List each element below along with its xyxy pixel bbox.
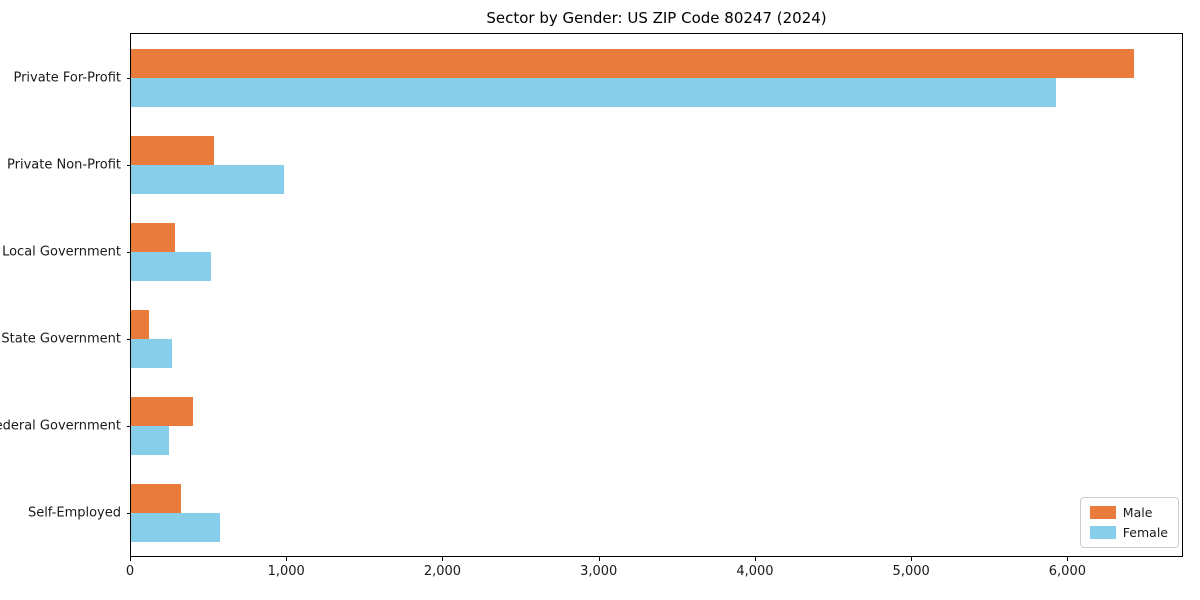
x-tick-label: 5,000 bbox=[892, 564, 930, 579]
x-tick-label: 3,000 bbox=[580, 564, 618, 579]
legend-entry: Female bbox=[1089, 525, 1168, 540]
x-tick-label: 1,000 bbox=[267, 564, 305, 579]
y-tick bbox=[127, 251, 131, 253]
bar-female bbox=[131, 425, 170, 455]
x-tick bbox=[754, 557, 756, 561]
bar-group: State Government bbox=[1, 295, 1182, 382]
bar-female bbox=[131, 251, 212, 281]
category-label: Self-Employed bbox=[27, 505, 121, 520]
x-tick bbox=[286, 557, 288, 561]
bar-group: Private For-Profit bbox=[13, 34, 1182, 121]
bar-female bbox=[131, 164, 284, 194]
legend-swatch-male bbox=[1089, 506, 1116, 519]
category-label: Private Non-Profit bbox=[7, 157, 121, 172]
bars bbox=[131, 483, 1182, 542]
x-tick-label: 0 bbox=[125, 564, 135, 579]
legend-label: Female bbox=[1122, 525, 1168, 540]
x-tick bbox=[598, 557, 600, 561]
bar-male bbox=[131, 48, 1134, 78]
bar-male bbox=[131, 483, 181, 513]
legend-entry: Male bbox=[1089, 505, 1168, 520]
x-tick bbox=[1067, 557, 1069, 561]
y-tick bbox=[127, 512, 131, 514]
bar-groups: Private For-Profit Private Non-Profit Loca… bbox=[0, 34, 1182, 556]
x-tick-label: 2,000 bbox=[423, 564, 462, 579]
bar-group: Federal Government bbox=[0, 382, 1182, 469]
bar-male bbox=[131, 396, 193, 426]
chart-title: Sector by Gender: US ZIP Code 80247 (202… bbox=[486, 9, 827, 27]
y-tick bbox=[127, 425, 131, 427]
x-tick bbox=[911, 557, 913, 561]
bar-female bbox=[131, 338, 172, 368]
y-tick bbox=[127, 164, 131, 166]
bars bbox=[131, 309, 1182, 368]
category-label: Private For-Profit bbox=[13, 70, 121, 85]
category-label: Local Government bbox=[2, 244, 121, 259]
legend-swatch-female bbox=[1089, 526, 1116, 539]
legend: Male Female bbox=[1079, 497, 1179, 548]
y-tick bbox=[127, 338, 131, 340]
bars bbox=[131, 48, 1182, 107]
category-label: State Government bbox=[1, 331, 121, 346]
legend-label: Male bbox=[1122, 505, 1153, 520]
bar-female bbox=[131, 77, 1056, 107]
category-label: Federal Government bbox=[0, 418, 121, 433]
x-axis: 0 1,000 2,000 3,000 4,000 5,000 6,000 bbox=[126, 557, 1183, 587]
bars bbox=[131, 222, 1182, 281]
x-tick-label: 4,000 bbox=[736, 564, 774, 579]
bars bbox=[131, 396, 1182, 455]
x-tick bbox=[130, 557, 131, 561]
bar-male bbox=[131, 222, 175, 252]
bar-group: Local Government bbox=[2, 208, 1182, 295]
y-tick bbox=[127, 77, 131, 79]
bar-male bbox=[131, 309, 149, 339]
bar-female bbox=[131, 512, 220, 542]
plot-area: Private For-Profit Private Non-Profit Loca… bbox=[0, 33, 1183, 557]
bar-group: Self-Employed bbox=[28, 469, 1182, 556]
x-tick-label: 6,000 bbox=[1048, 564, 1086, 579]
x-tick bbox=[442, 557, 444, 561]
bar-group: Private Non-Profit bbox=[7, 121, 1182, 208]
bars bbox=[131, 135, 1182, 194]
bar-male bbox=[131, 135, 214, 165]
